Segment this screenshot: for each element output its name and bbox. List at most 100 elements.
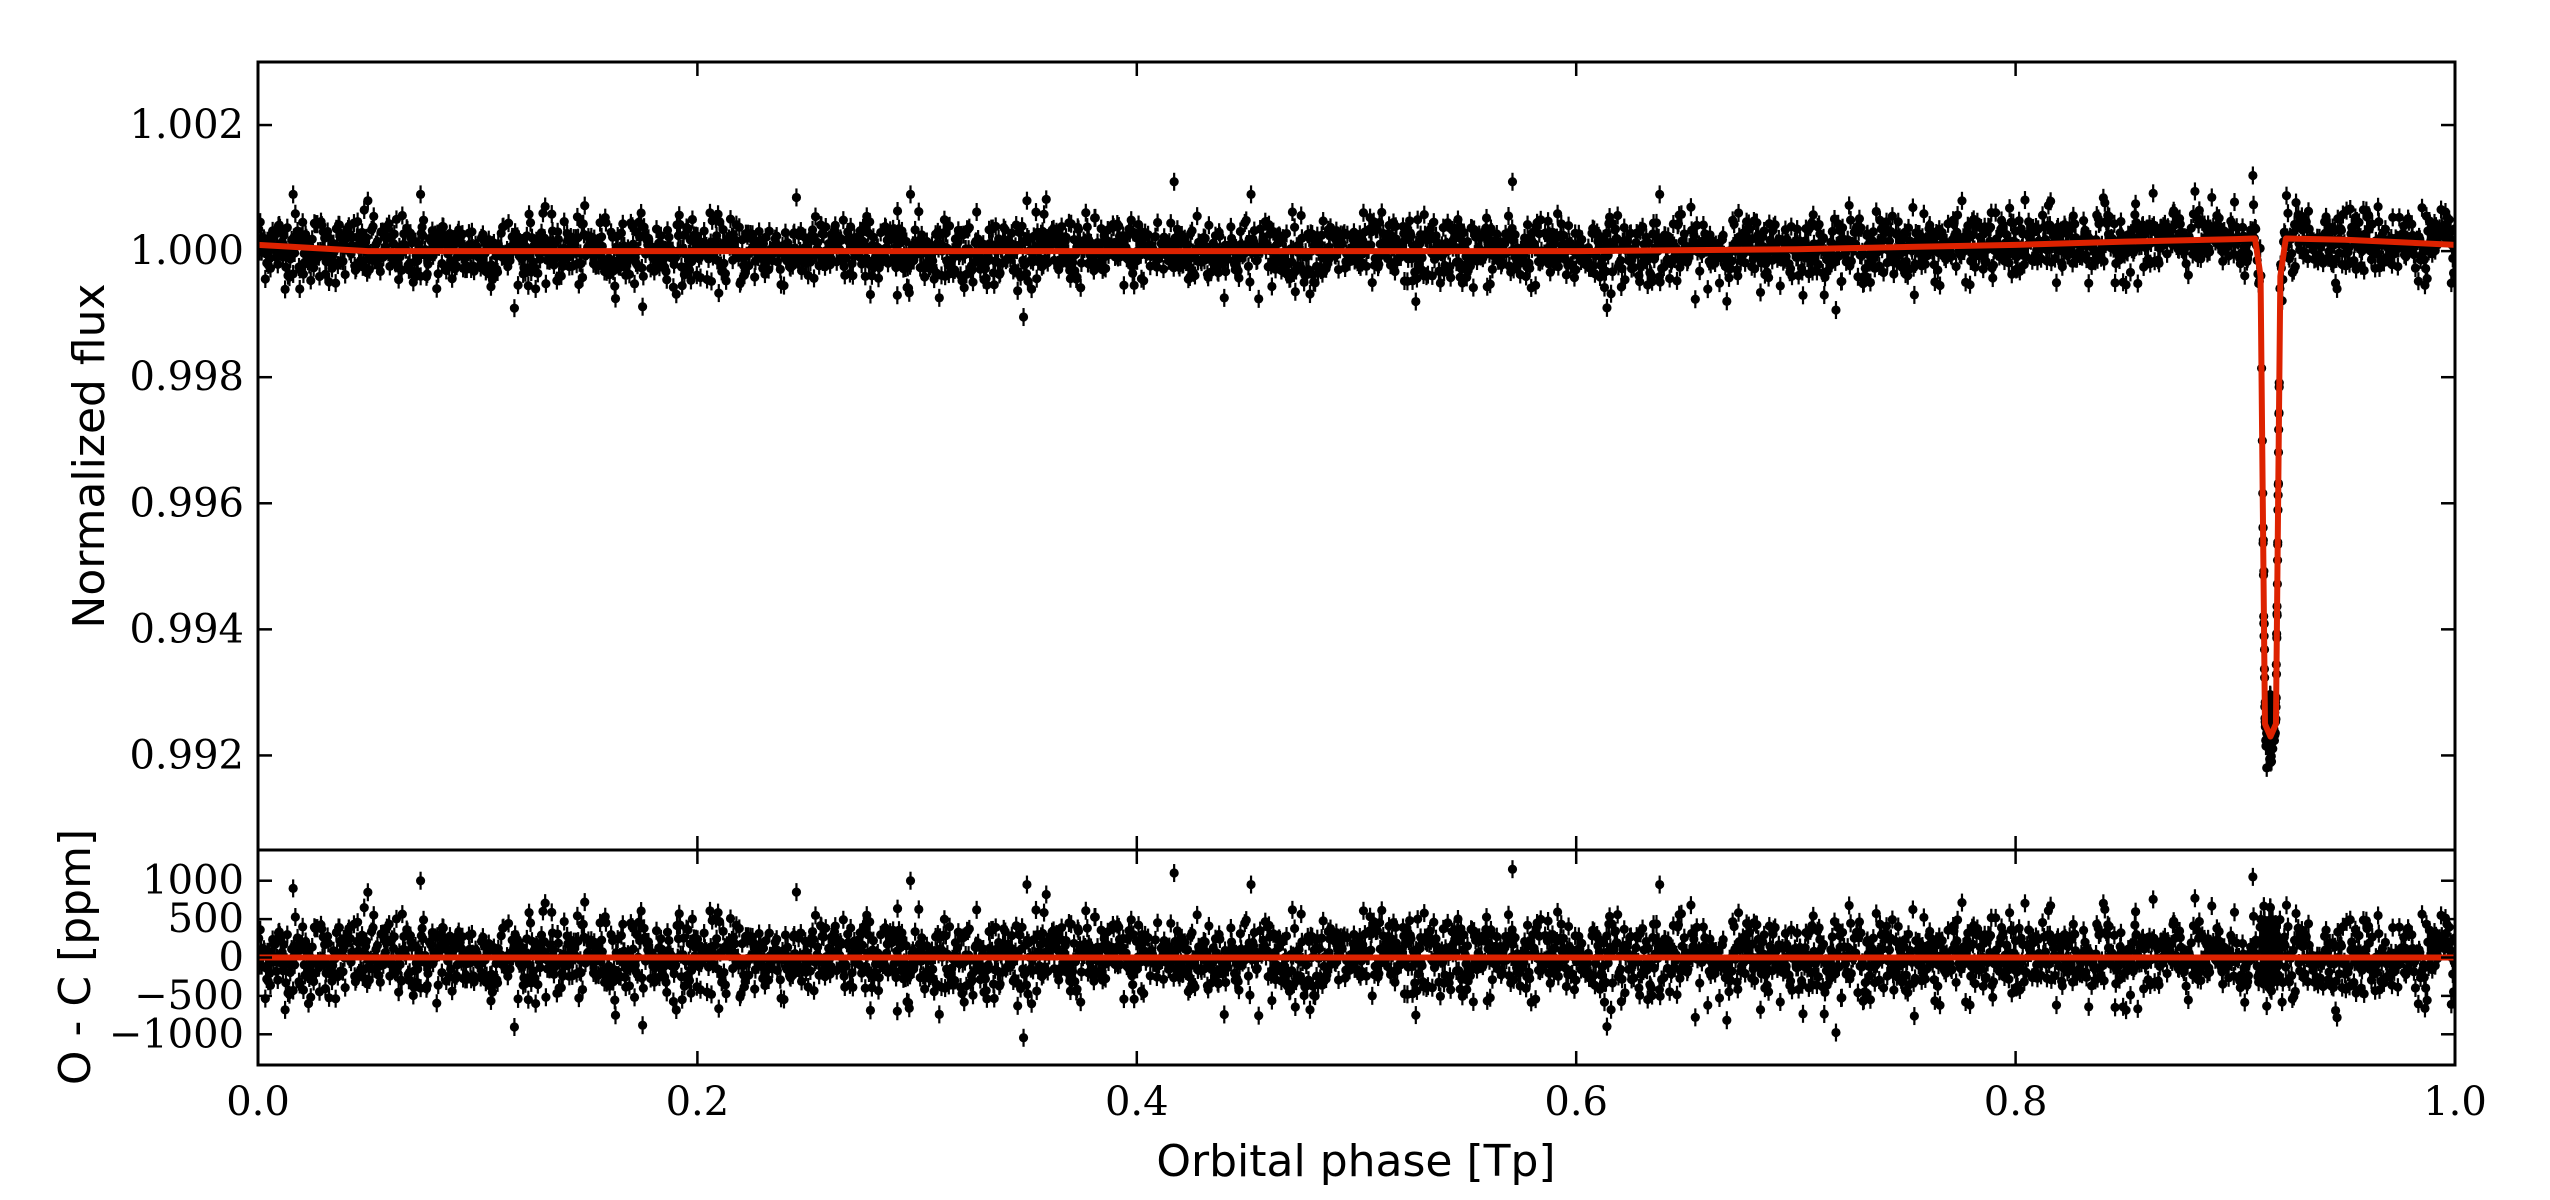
flux-point [1837,223,1848,233]
flux-point [964,223,974,233]
flux-point [1563,221,1574,231]
flux-point [524,209,534,219]
flux-point [265,263,276,274]
flux-point [1676,209,1686,219]
flux-point [574,279,584,290]
flux-point [467,227,477,237]
flux-point [796,226,806,236]
flux-point [873,273,884,283]
flux-point [1813,259,1823,270]
flux-point [1722,296,1732,306]
flux-point [1377,207,1387,218]
flux-point [2068,211,2078,221]
flux-point [1459,227,1469,238]
flux-point [1893,217,1903,227]
flux-point [1571,265,1581,275]
flux-point [1081,208,1091,218]
flux-point [540,201,550,212]
flux-point [1957,196,1967,206]
flux-point [846,222,856,232]
flux-point [1718,230,1728,240]
flux-point [1703,284,1713,294]
flux-point [1665,273,1675,284]
flux-point [637,263,647,273]
flux-point [1041,194,1051,204]
flux-point [535,254,545,265]
flux-point [821,222,831,232]
flux-point [1714,278,1725,288]
flux-point [1018,312,1029,322]
flux-point [624,269,635,279]
flux-point [1361,261,1371,271]
flux-point [1281,228,1292,239]
flux-point [699,226,709,236]
flux-point [601,217,611,228]
flux-point [865,289,876,300]
flux-point [531,284,541,294]
flux-point [719,258,729,268]
flux-point [1599,282,1610,293]
flux-point [1305,289,1315,299]
flux-point [1462,236,1473,247]
flux-point [1114,221,1124,231]
flux-point [525,218,536,228]
flux-point [874,263,884,273]
flux-point [734,222,744,232]
flux-point [1752,218,1762,228]
flux-point [1415,239,1425,249]
flux-point [340,269,350,280]
flux-point [686,275,696,286]
flux-point [1013,286,1023,296]
flux-point [1254,294,1264,304]
flux-point [1027,284,1037,294]
flux-point [1072,272,1082,282]
flux-point [1128,268,1138,278]
flux-point [1358,208,1369,218]
flux-point [2051,278,2062,288]
flux-point [306,275,316,286]
flux-point [1485,279,1495,289]
flux-point [1856,223,1866,233]
flux-point [638,271,648,281]
flux-point [1988,273,1998,283]
flux-point [1679,229,1689,239]
flux-point [1846,256,1856,266]
flux-point [1032,274,1042,284]
flux-point [1998,220,2008,230]
flux-point [1933,265,1943,275]
flux-point [1619,222,1629,233]
flux-point [523,281,533,291]
flux-point [1808,210,1818,220]
flux-point [580,201,590,211]
flux-point [1301,252,1311,262]
flux-point [1143,230,1153,240]
flux-point [865,217,875,227]
flux-point [1729,219,1739,229]
flux-point [1981,256,1991,267]
flux-point [1846,215,1856,225]
flux-point [848,271,858,281]
flux-point [1126,215,1136,225]
flux-point [353,216,363,227]
flux-point [572,212,583,222]
flux-point [1481,213,1492,223]
flux-point [2057,262,2067,272]
flux-point [1219,293,1229,303]
flux-point [368,221,378,232]
flux-point [513,280,523,290]
flux-point [1082,222,1092,232]
flux-point [1076,258,1087,268]
flux-point [779,280,789,291]
flux-point [338,256,348,266]
flux-point [714,217,725,227]
flux-point [968,277,978,287]
flux-point [298,269,309,279]
flux-point [1503,211,1514,221]
flux-point [279,231,289,241]
flux-point [1988,260,1999,270]
flux-point [1241,215,1251,226]
flux-point [991,221,1001,231]
flux-point [910,225,920,235]
flux-point [857,236,867,246]
flux-point [1635,277,1645,287]
